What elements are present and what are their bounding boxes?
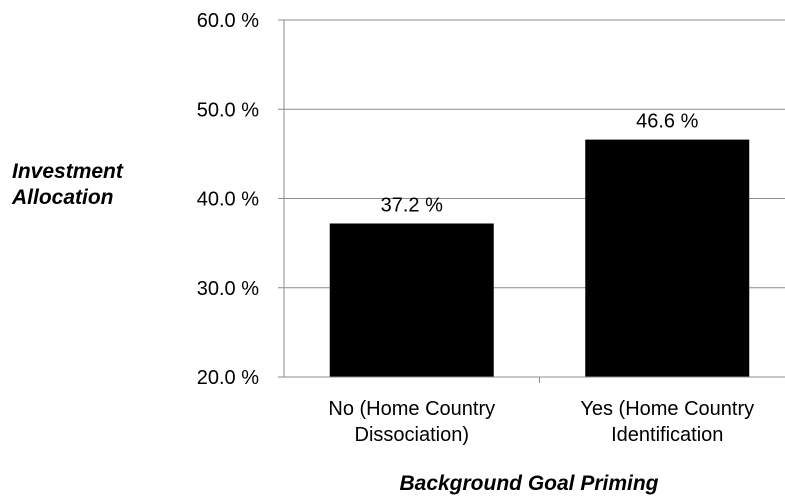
y-axis-title-line-2: Allocation [11,186,114,209]
data-label: 46.6 % [636,111,698,133]
y-tick-label: 40.0 % [197,189,259,211]
axes [278,19,785,383]
data-label: 37.2 % [381,194,443,216]
y-tick-label: 30.0 % [197,278,259,300]
data-labels: 37.2 % 46.6 % [381,111,699,217]
y-tick-label: 60.0 % [197,10,259,32]
y-axis-title-line-1: Investment [12,160,124,183]
x-category-label: No (Home Country [328,398,495,420]
x-axis-title: Background Goal Priming [399,472,658,495]
bars [329,139,750,377]
y-tick-labels: 20.0 % 30.0 % 40.0 % 50.0 % 60.0 % [197,10,259,389]
x-category-label: Yes (Home Country [580,398,754,420]
y-tick-label: 20.0 % [197,367,259,389]
bar-1 [329,223,494,377]
x-category-label: Dissociation) [355,424,469,446]
y-tick-label: 50.0 % [197,99,259,121]
x-category-label: Identification [611,424,723,446]
bar-2 [585,139,750,377]
x-category-labels: No (Home Country Dissociation) Yes (Home C… [328,398,754,446]
